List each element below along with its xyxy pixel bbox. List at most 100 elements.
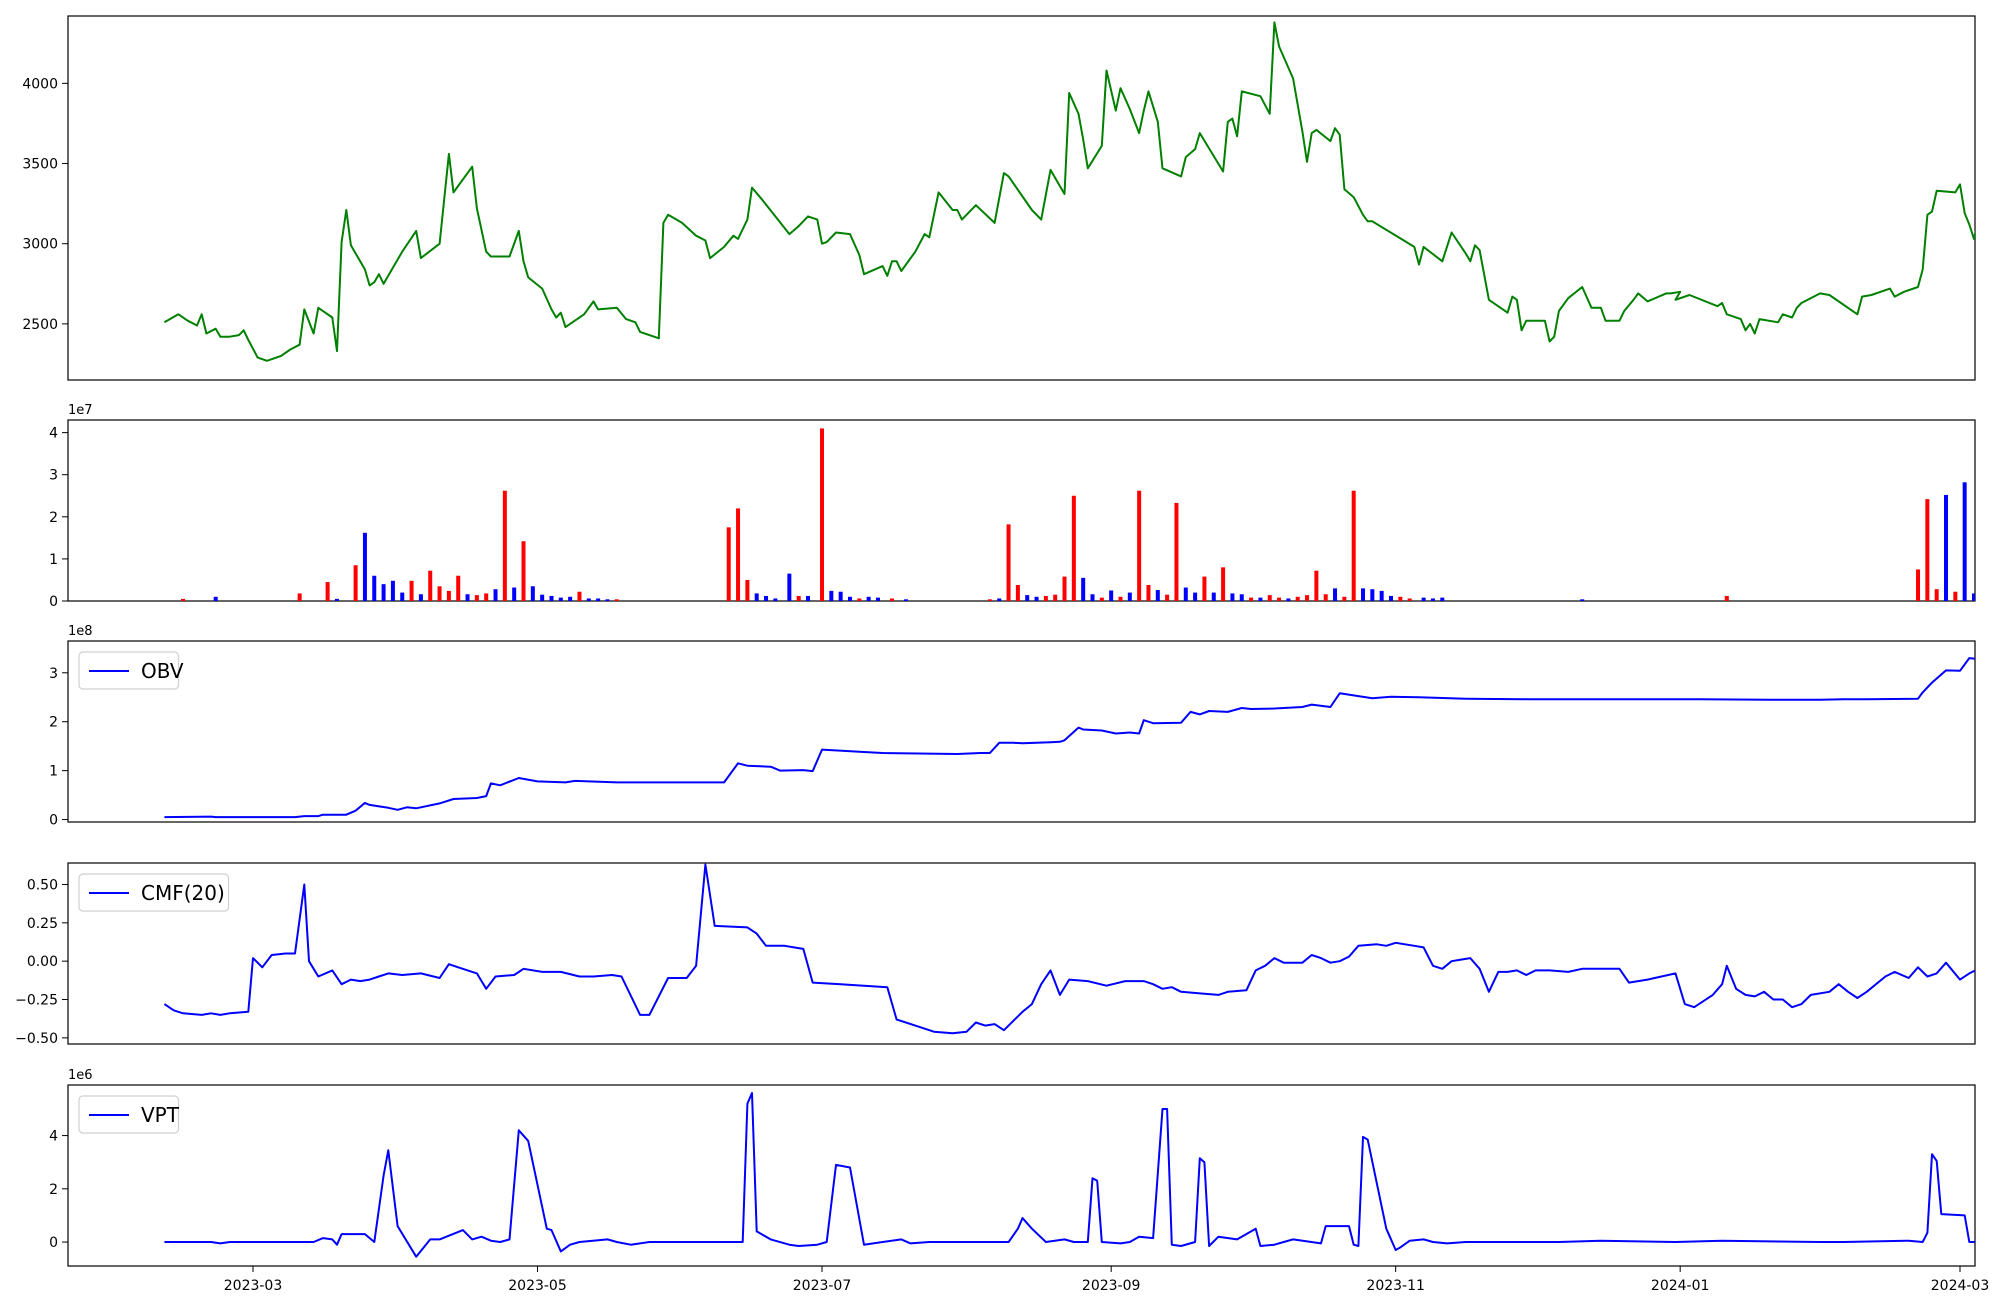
panel-1: 2500 3000 3500 4000	[22, 15, 1976, 381]
volume-bar	[1258, 597, 1263, 601]
volume-bar	[1342, 596, 1347, 601]
volume-bar	[787, 573, 792, 601]
volume-bar	[997, 598, 1002, 601]
volume-bar	[390, 580, 395, 601]
volume-bar	[847, 596, 852, 601]
volume-bar	[889, 598, 894, 601]
volume-bar	[372, 575, 377, 601]
panel-3: 0 1 2 3 1e8 OBV	[49, 624, 1976, 829]
volume-bar	[530, 586, 535, 601]
volume-bar	[1221, 567, 1226, 601]
volume-bar	[213, 596, 218, 601]
y-tick-label: 1	[49, 552, 58, 568]
legend-label: VPT	[141, 1103, 180, 1127]
volume-bar	[1165, 594, 1170, 601]
volume-bar	[1934, 589, 1939, 601]
volume-bar	[493, 589, 498, 601]
offset-label: 1e8	[68, 624, 93, 639]
volume-bar	[428, 570, 433, 601]
volume-bar	[474, 595, 479, 601]
volume-bar	[1202, 576, 1207, 601]
volume-bar	[1286, 598, 1291, 601]
legend: CMF(20)	[78, 873, 230, 912]
y-tick-label: 0	[49, 1235, 58, 1251]
volume-bar	[1155, 590, 1160, 601]
legend-box	[78, 873, 230, 912]
price-line	[163, 21, 1975, 362]
y-tick-label: 0	[49, 813, 58, 829]
volume-bar	[586, 598, 591, 601]
volume-bar	[577, 591, 582, 601]
volume-bar	[1277, 597, 1282, 601]
volume-bar	[1043, 595, 1048, 601]
volume-bar	[1440, 597, 1445, 601]
x-tick-label: 2024-03	[1931, 1278, 1990, 1294]
volume-bar	[754, 593, 759, 601]
volume-bar	[1962, 482, 1967, 601]
obv-line	[164, 657, 1975, 819]
cmf-20-line	[163, 863, 1975, 1035]
volume-bar	[1953, 591, 1958, 601]
volume-bar	[1183, 587, 1188, 601]
volume-bar	[1398, 596, 1403, 601]
volume-bar	[1062, 576, 1067, 601]
volume-bar	[400, 592, 405, 601]
volume-bar	[1193, 592, 1198, 601]
volume-bar	[1071, 495, 1076, 601]
volume-bar	[1333, 588, 1338, 601]
volume-bar	[465, 594, 470, 601]
volume-bar	[806, 595, 811, 601]
volume-bar	[1295, 596, 1300, 601]
volume-bar	[1971, 593, 1975, 601]
y-tick-label: 0.50	[27, 877, 58, 893]
volume-bar	[1211, 592, 1216, 601]
y-tick-label: 0.25	[27, 916, 58, 932]
volume-bar	[549, 595, 554, 601]
plot-frame	[67, 419, 1976, 602]
volume-bar	[1249, 597, 1254, 601]
volume-bar	[1430, 598, 1435, 601]
volume-bar	[446, 590, 451, 601]
legend: OBV	[78, 651, 184, 690]
y-tick-label: 0.00	[27, 954, 58, 970]
volume-bar	[334, 598, 339, 601]
legend-label: OBV	[141, 659, 184, 683]
volume-bar	[838, 591, 843, 601]
volume-bar	[829, 590, 834, 601]
volume-bar	[1314, 570, 1319, 601]
plot-frame	[67, 640, 1976, 823]
bars	[181, 428, 1995, 601]
x-tick-label: 2023-07	[793, 1278, 852, 1294]
volume-bar	[1580, 599, 1585, 601]
volume-bar	[764, 595, 769, 601]
volume-bar	[745, 579, 750, 601]
volume-bar	[1991, 594, 1995, 601]
legend: VPT	[78, 1095, 180, 1134]
volume-bar	[521, 541, 526, 601]
volume-bar	[605, 599, 610, 601]
volume-bar	[1379, 590, 1384, 601]
volume-bar	[1944, 494, 1949, 601]
y-tick-label: 2500	[22, 317, 58, 333]
volume-bar	[1370, 589, 1375, 601]
legend-label: CMF(20)	[141, 881, 225, 905]
volume-bar	[1230, 593, 1235, 601]
offset-label: 1e7	[68, 403, 93, 418]
volume-bar	[418, 594, 423, 601]
volume-bar	[773, 598, 778, 601]
volume-bar	[512, 587, 517, 601]
volume-bar	[181, 598, 186, 601]
volume-bar	[726, 527, 731, 601]
volume-bar	[1034, 596, 1039, 601]
volume-bar	[1137, 490, 1142, 601]
volume-bar	[362, 532, 367, 601]
volume-bar	[484, 593, 489, 601]
volume-bar	[736, 508, 741, 601]
y-tick-label: 2	[49, 510, 58, 526]
volume-bar	[820, 428, 824, 601]
y-tick-label: 3500	[22, 157, 58, 173]
y-tick-label: −0.25	[15, 993, 58, 1009]
volume-bar	[1099, 597, 1104, 601]
volume-bar	[558, 597, 563, 601]
volume-bar	[1351, 490, 1356, 601]
